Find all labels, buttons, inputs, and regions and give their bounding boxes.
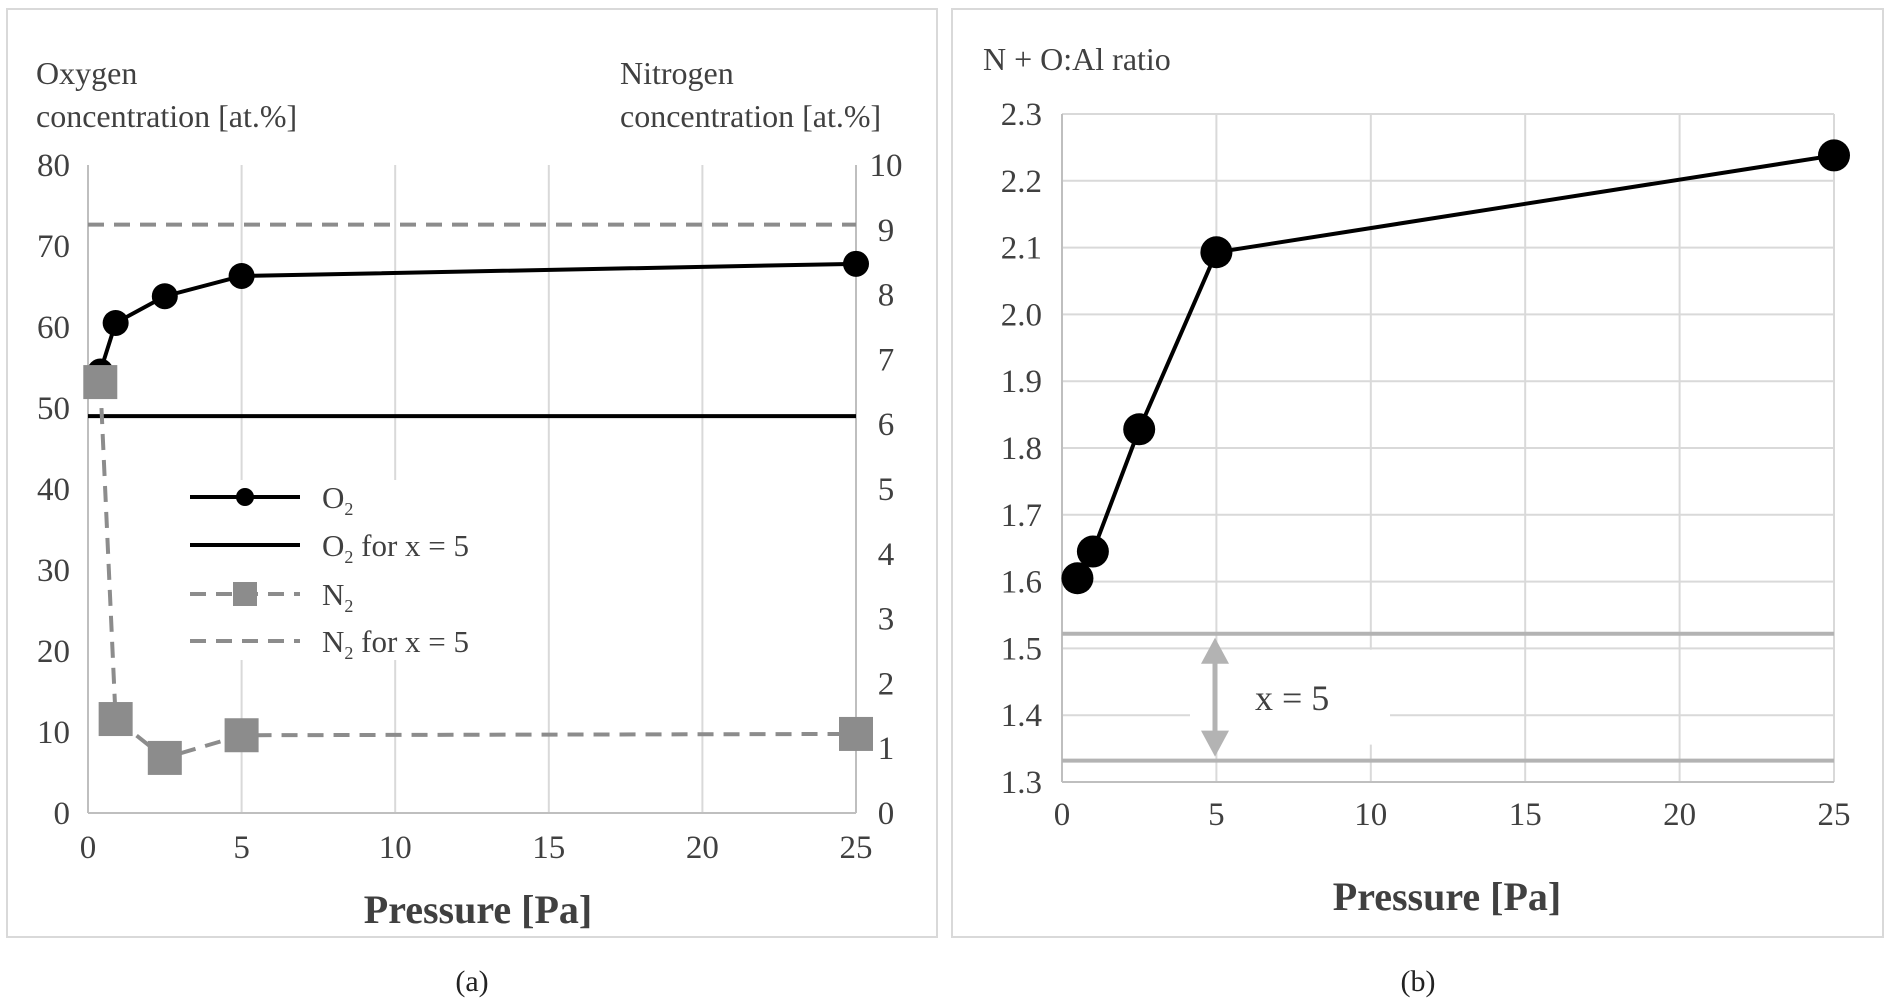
panel-b-y-tick-1.5: 1.5 (1001, 631, 1042, 667)
panel-b-caption: (b) (1401, 965, 1436, 998)
panel-a-x-axis-title: Pressure [Pa] (364, 887, 592, 932)
panel-b-axis-title: N + O:Al ratio (983, 41, 1171, 77)
panel-b-y-tick-1.8: 1.8 (1001, 431, 1042, 467)
panel-b-point-0 (1061, 562, 1094, 595)
panel-a-left-tick-0: 0 (54, 796, 71, 832)
panel-a-left-tick-80: 80 (37, 148, 70, 184)
panel-b-x-tick-20: 20 (1663, 797, 1696, 833)
panel-a-right-tick-8: 8 (878, 278, 895, 314)
panel-b-y-tick-2.2: 2.2 (1001, 164, 1042, 200)
panel-a-plot: 0 5 10 15 20 2501020304050607080012345678910O… (37, 148, 903, 866)
panel-a-legend-marker-0 (236, 488, 254, 506)
panel-a-right-tick-2: 2 (878, 666, 895, 702)
panel-b-annotation-label: x = 5 (1255, 678, 1329, 718)
panel-b-point-1 (1076, 535, 1109, 568)
panel-a-n2-point-2 (147, 740, 182, 775)
panel-a-legend-label-1: O2 for x = 5 (322, 528, 469, 567)
panel-a-left-tick-60: 60 (37, 310, 70, 346)
panel-a-n2-point-3 (224, 718, 259, 753)
panel-a-series-o2-line (98, 261, 857, 373)
panel-b-point-2 (1123, 413, 1156, 446)
panel-a-left-tick-10: 10 (37, 715, 70, 751)
panel-a-x-tick-25: 25 (840, 830, 873, 866)
panel-a-right-tick-7: 7 (878, 342, 895, 378)
panel-a-legend: O2 O2 for x = 5 N2 N2 for x = 5 (165, 480, 500, 663)
panel-a-right-tick-6: 6 (878, 407, 895, 443)
panel-a-left-tick-30: 30 (37, 553, 70, 589)
panel-a-o2-point-2 (151, 283, 178, 310)
panel-a-left-axis-title-line1: Oxygen (36, 55, 137, 91)
panel-a-left-tick-50: 50 (37, 391, 70, 427)
panel-a-n2-point-4 (839, 716, 873, 751)
panel-a-legend-label-0: O2 (322, 480, 353, 519)
panel-a-left-axis-title-line2: concentration [at.%] (36, 98, 297, 134)
panel-a-x-tick-0: 0 (80, 830, 97, 866)
panel-a-left-tick-40: 40 (37, 472, 70, 508)
panel-a-right-tick-5: 5 (878, 472, 895, 508)
panel-a-legend-background (165, 480, 500, 660)
panel-b-x-tick-25: 25 (1818, 797, 1851, 833)
panel-b-point-3 (1200, 236, 1233, 269)
panel-a-n2-point-1 (98, 702, 133, 737)
panel-b-y-tick-2.0: 2.0 (1001, 297, 1042, 333)
panel-b-point-4 (1818, 139, 1850, 172)
panel-b-x-tick-5: 5 (1208, 797, 1225, 833)
panel-a-legend-marker-2 (233, 582, 257, 606)
panel-b-y-tick-2.1: 2.1 (1001, 231, 1042, 267)
panel-a-legend-label-2: N2 (322, 577, 353, 616)
panel-a-caption: (a) (455, 965, 488, 998)
panel-a-right-tick-1: 1 (878, 731, 895, 767)
panel-b-x-tick-0: 0 (1054, 797, 1071, 833)
panel-a-left-tick-70: 70 (37, 229, 70, 265)
panel-a-right-tick-0: 0 (878, 796, 895, 832)
panel-b-x-tick-10: 10 (1354, 797, 1387, 833)
panel-a-x-tick-20: 20 (686, 830, 719, 866)
panel-b-y-tick-2.3: 2.3 (1001, 97, 1042, 133)
panel-b-arrow-up-head-icon (1201, 637, 1229, 664)
panel-b-y-tick-1.6: 1.6 (1001, 565, 1042, 601)
panel-a-x-tick-15: 15 (532, 830, 565, 866)
panel-a-right-axis-title-line2: concentration [at.%] (620, 98, 881, 134)
panel-a-right-tick-3: 3 (878, 602, 895, 638)
panel-b-y-tick-1.3: 1.3 (1001, 765, 1042, 801)
panel-a-o2-point-1 (102, 309, 129, 336)
panel-a-x-tick-5: 5 (233, 830, 250, 866)
panel-b-x-axis-title: Pressure [Pa] (1333, 874, 1561, 919)
panel-b-y-tick-1.9: 1.9 (1001, 364, 1042, 400)
panel-b-plot: 0 5 10 15 20 25 1.3 1.4 1.5 1.6 1.7 1.8 1.9 2.0 2.1 2.2… (1001, 97, 1851, 833)
panel-a-n2-point-0 (83, 365, 118, 400)
panel-a-frame (6, 8, 938, 938)
panel-b-y-tick-1.4: 1.4 (1001, 698, 1042, 734)
panel-a-right-axis-title-line1: Nitrogen (620, 55, 734, 91)
panel-a-o2-point-3 (228, 262, 255, 289)
panel-a-left-tick-20: 20 (37, 634, 70, 670)
panel-b-y-tick-1.7: 1.7 (1001, 498, 1042, 534)
panel-a-right-tick-4: 4 (878, 537, 895, 573)
panel-a-x-tick-10: 10 (379, 830, 412, 866)
panel-b-arrow-down-head-icon (1201, 730, 1229, 757)
panel-b-x-tick-15: 15 (1509, 797, 1542, 833)
panel-a-right-tick-10: 10 (870, 148, 903, 184)
panel-a-o2-point-4 (843, 250, 869, 277)
panel-a-legend-label-3: N2 for x = 5 (322, 624, 469, 663)
panel-a-right-tick-9: 9 (878, 213, 895, 249)
panel-b-annotation-background (1190, 649, 1390, 745)
